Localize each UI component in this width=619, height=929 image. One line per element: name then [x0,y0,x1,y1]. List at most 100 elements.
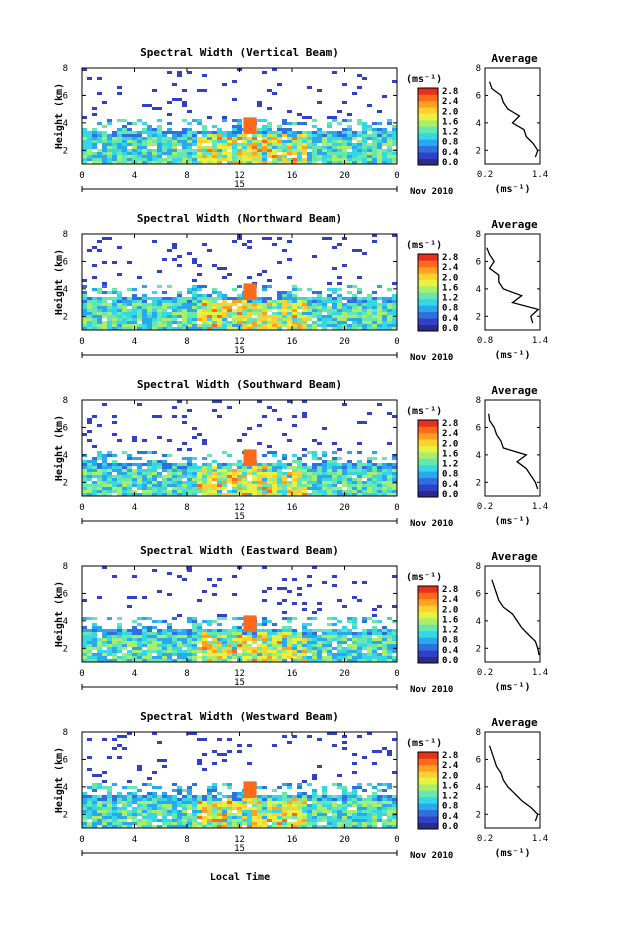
colorbar-frame [417,751,439,830]
heatmap-cell [92,644,97,647]
heatmap-cell [317,608,322,611]
heatmap-cell [282,143,287,146]
heatmap-cell [282,309,287,312]
heatmap-cell [177,635,182,638]
heatmap-cell [202,738,207,741]
heatmap-cell [267,650,272,653]
heatmap-cell [197,155,202,158]
heatmap-cell [207,641,212,644]
heatmap-cell [137,463,142,466]
heatmap-cell [197,146,202,149]
heatmap-cell [237,632,242,635]
heatmap-cell [362,819,367,822]
heatmap-cell [342,490,347,493]
heatmap-cell [237,306,242,309]
heatmap-cell [182,801,187,804]
heatmap-cell [82,825,87,828]
heatmap-cell [332,659,337,662]
heatmap-cell [87,324,92,327]
colorbar-tick-label: 1.2 [442,128,458,138]
heatmap-cell [347,644,352,647]
heatmap-cell [192,457,197,460]
heatmap-cell [317,306,322,309]
heatmap-cell [317,318,322,321]
heatmap-cell [382,822,387,825]
heatmap-cell [387,750,392,753]
heatmap-cell [287,134,292,137]
panel-title: Spectral Width (Vertical Beam) [140,46,339,59]
heatmap-cell [157,656,162,659]
heatmap-cell [162,490,167,493]
heatmap-cell [322,306,327,309]
heatmap-cell [247,146,252,149]
heatmap-cell [297,632,302,635]
heatmap-cell [172,647,177,650]
heatmap-cell [272,137,277,140]
heatmap-cell [317,152,322,155]
heatmap-cell [87,638,92,641]
heatmap-cell [332,469,337,472]
heatmap-cell [357,318,362,321]
heatmap-cell [162,765,167,768]
heatmap-cell [117,439,122,442]
heatmap-cell [227,137,232,140]
heatmap-cell [222,816,227,819]
heatmap-cell [147,816,152,819]
heatmap-cell [192,656,197,659]
heatmap-cell [297,152,302,155]
heatmap-cell [357,469,362,472]
heatmap-cell [282,801,287,804]
heatmap-cell [337,122,342,125]
heatmap-cell [142,813,147,816]
heatmap-cell [307,481,312,484]
heatmap-cell [357,288,362,291]
heatmap-cell [227,656,232,659]
heatmap-cell [247,318,252,321]
heatmap-cell [212,798,217,801]
heatmap-cell [232,626,237,629]
heatmap-cell [112,644,117,647]
heatmap-cell [372,632,377,635]
heatmap-cell [182,635,187,638]
heatmap-cell [192,303,197,306]
heatmap-cell [292,424,297,427]
heatmap-cell [112,575,117,578]
heatmap-cell [147,484,152,487]
heatmap-cell [157,493,162,496]
heatmap-cell [372,490,377,493]
heatmap-cell [127,825,132,828]
heatmap-cell [227,155,232,158]
heatmap-cell [102,819,107,822]
heatmap-cell [117,816,122,819]
heatmap-cell [127,472,132,475]
heatmap-cell [387,312,392,315]
heatmap-cell [132,807,137,810]
heatmap-cell [267,819,272,822]
heatmap-cell [392,327,397,330]
heatmap-cell [347,291,352,294]
heatmap-cell [322,321,327,324]
heatmap-cell [347,493,352,496]
heatmap-cell [177,324,182,327]
heatmap-cell [277,137,282,140]
heatmap-cell [392,234,397,237]
heatmap-cell [257,653,262,656]
heatmap-cell [337,140,342,143]
heatmap-cell [207,155,212,158]
heatmap-cell [202,306,207,309]
heatmap-cell [137,650,142,653]
heatmap-cell [262,119,267,122]
heatmap-cell [157,318,162,321]
heatmap-cell [297,819,302,822]
heatmap-cell [142,650,147,653]
heatmap-cell [262,822,267,825]
heatmap-cell [137,143,142,146]
heatmap-cell [197,807,202,810]
heatmap-cell [342,638,347,641]
heatmap-cell [127,158,132,161]
heatmap-cell [122,149,127,152]
heatmap-cell [362,161,367,164]
heatmap-cell [117,484,122,487]
heatmap-cell [272,472,277,475]
heatmap-cell [347,306,352,309]
